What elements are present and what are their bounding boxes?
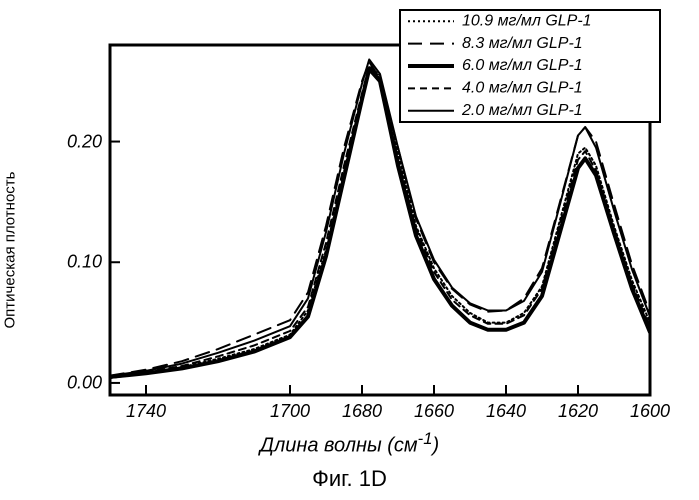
chart-container: { "figure": { "width": 699, "height": 50… bbox=[0, 0, 699, 500]
y-tick-label: 0.10 bbox=[67, 252, 102, 273]
x-tick-label: 1620 bbox=[558, 401, 598, 422]
x-tick-label: 1700 bbox=[270, 401, 310, 422]
legend-label: 4.0 мг/мл GLP-1 bbox=[462, 80, 583, 97]
x-axis-label: Длина волны (см-1) bbox=[260, 429, 439, 458]
x-tick-label: 1740 bbox=[126, 401, 166, 422]
legend-label: 8.3 мг/мл GLP-1 bbox=[462, 35, 583, 52]
y-tick-label: 0.00 bbox=[67, 372, 102, 393]
x-tick-label: 1660 bbox=[414, 401, 454, 422]
x-tick-label: 1680 bbox=[342, 401, 382, 422]
legend-label: 2.0 мг/мл GLP-1 bbox=[461, 102, 583, 119]
x-tick-label: 1600 bbox=[630, 401, 670, 422]
y-tick-label: 0.20 bbox=[67, 131, 102, 152]
chart-svg: 10.9 мг/мл GLP-1 8.3 мг/мл GLP-1 6.0 мг/мл… bbox=[0, 0, 699, 500]
legend-label: 10.9 мг/мл GLP-1 bbox=[462, 12, 592, 29]
y-axis-label: Оптическая плотность bbox=[2, 172, 19, 329]
figure-caption: Фиг. 1D bbox=[312, 466, 387, 492]
legend-label: 6.0 мг/мл GLP-1 bbox=[462, 57, 583, 74]
x-tick-label: 1640 bbox=[486, 401, 526, 422]
